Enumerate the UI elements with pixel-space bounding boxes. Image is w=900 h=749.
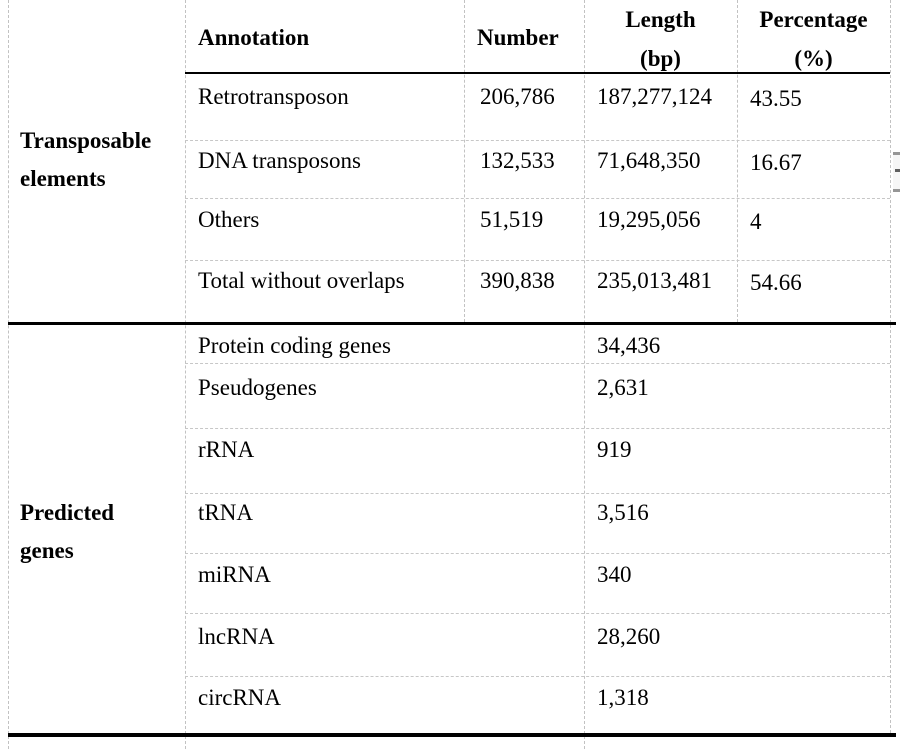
table-row-separator	[185, 493, 890, 494]
cell-number: 28,260	[597, 624, 661, 649]
cell-length: 187,277,124	[597, 84, 712, 109]
cell-annotation: miRNA	[198, 562, 271, 587]
cell-annotation: DNA transposons	[198, 148, 361, 173]
table-row-separator	[185, 140, 890, 141]
group-label-predicted-genes: Predicted genes	[20, 494, 114, 570]
cell-number: 390,838	[480, 268, 555, 293]
column-header-percentage: Percentage (%)	[737, 0, 890, 78]
table-gridline-vertical-number	[464, 0, 465, 322]
section-divider-rule	[8, 322, 896, 325]
cell-annotation: rRNA	[198, 437, 255, 462]
table-gridline-vertical-percentage	[737, 0, 738, 322]
table-gridline-vertical-group	[185, 0, 186, 749]
cell-percentage: 54.66	[750, 270, 802, 295]
column-header-annotation: Annotation	[198, 25, 310, 50]
column-header-percentage-line1: Percentage	[759, 7, 868, 32]
cell-number: 206,786	[480, 84, 555, 109]
vertical-scrollbar-fragment[interactable]	[893, 152, 900, 192]
cell-number: 1,318	[597, 685, 649, 710]
cell-length: 235,013,481	[597, 268, 712, 293]
cell-percentage: 16.67	[750, 150, 802, 175]
column-header-percentage-line2: (%)	[794, 46, 833, 71]
column-header-number: Number	[477, 25, 559, 50]
cell-number: 3,516	[597, 500, 649, 525]
cell-annotation: circRNA	[198, 685, 282, 710]
group-label-line2: genes	[20, 538, 74, 563]
cell-length: 71,648,350	[597, 148, 701, 173]
group-label-transposable-elements: Transposable elements	[20, 122, 151, 198]
cell-number: 34,436	[597, 333, 661, 358]
table-row-separator	[185, 260, 890, 261]
cell-annotation: Retrotransposon	[198, 84, 349, 109]
table-row-separator	[185, 676, 890, 677]
table-gridline-vertical-left	[8, 0, 9, 749]
table-gridline-vertical-length	[584, 0, 585, 749]
table-row-separator	[185, 363, 890, 364]
table-row-separator	[185, 553, 890, 554]
cell-number: 51,519	[480, 207, 544, 232]
cell-annotation: tRNA	[198, 500, 253, 525]
column-header-length-line2: (bp)	[640, 46, 681, 71]
cell-annotation: Protein coding genes	[198, 333, 391, 358]
cell-length: 19,295,056	[597, 207, 701, 232]
cell-annotation: Pseudogenes	[198, 375, 317, 400]
cell-number: 132,533	[480, 148, 555, 173]
table-gridline-vertical-right	[890, 0, 891, 733]
column-header-length-line1: Length	[625, 7, 696, 32]
scrollbar-thumb-bottom-edge	[893, 189, 900, 192]
header-bottom-rule	[185, 72, 890, 74]
table-row-separator	[185, 428, 890, 429]
scrollbar-thumb-grip-icon	[895, 169, 900, 172]
table-row-separator	[185, 613, 890, 614]
cell-annotation: Others	[198, 207, 260, 232]
cell-annotation: lncRNA	[198, 624, 275, 649]
group-label-line1: Predicted	[20, 500, 115, 525]
cell-number: 919	[597, 437, 632, 462]
table-row-separator	[185, 198, 890, 199]
cell-number: 340	[597, 562, 632, 587]
table-bottom-rule	[8, 733, 896, 737]
cell-percentage: 4	[750, 209, 762, 234]
cell-percentage: 43.55	[750, 86, 802, 111]
group-label-line1: Transposable	[20, 128, 152, 153]
scrollbar-thumb-top-edge	[893, 152, 900, 155]
column-header-length: Length (bp)	[584, 0, 737, 78]
group-label-line2: elements	[20, 166, 106, 191]
cell-number: 2,631	[597, 375, 649, 400]
cell-annotation: Total without overlaps	[198, 268, 405, 293]
